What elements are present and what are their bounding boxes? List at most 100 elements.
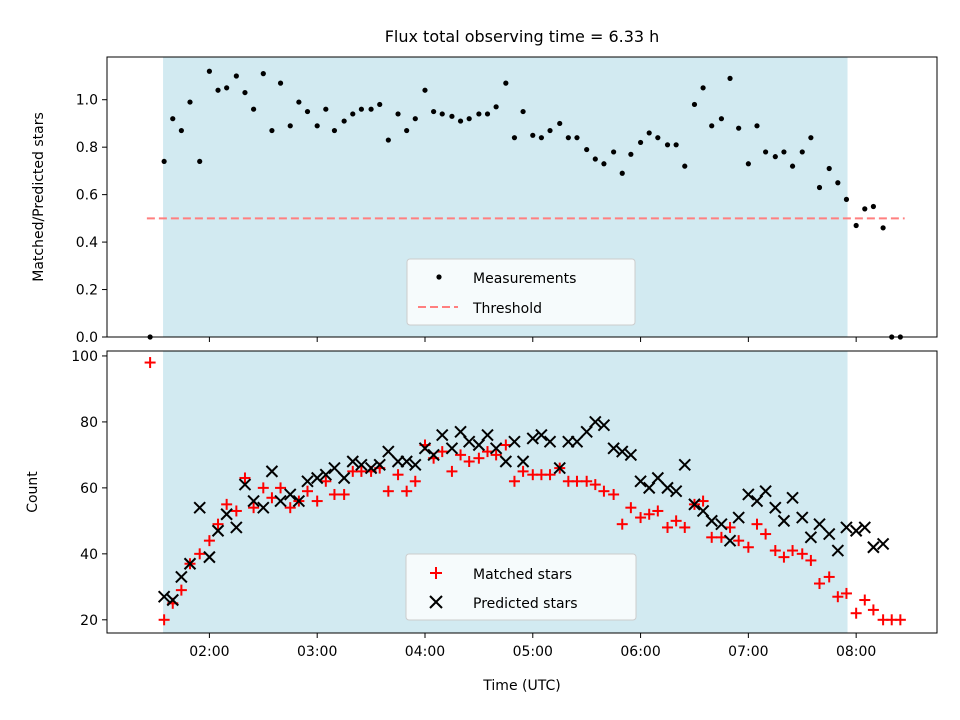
matched-star-point (508, 475, 520, 487)
predicted-star-point (499, 455, 513, 468)
measurement-point (431, 108, 437, 115)
measurement-point (691, 101, 698, 108)
predicted-star-point (364, 461, 378, 475)
predicted-star-point (418, 442, 432, 455)
matched-star-point (212, 518, 224, 530)
measurement-point (826, 165, 832, 172)
measurement-point (323, 106, 329, 112)
measurement-point (242, 89, 248, 96)
predicted-star-point (543, 435, 557, 448)
ratio-y-tick-label: 0.6 (76, 188, 98, 204)
matched-star-point (257, 482, 269, 494)
measurement-point (503, 80, 509, 86)
predicted-star-point (319, 468, 333, 481)
matched-star-point (436, 446, 448, 458)
predicted-star-point (257, 501, 270, 514)
legend-label-measurements: Measurements (473, 271, 576, 287)
matched-star-point (589, 479, 601, 491)
matched-star-point (706, 531, 718, 543)
matched-star-point (266, 492, 278, 504)
predicted-star-point (274, 494, 287, 508)
matched-star-point (850, 607, 862, 619)
measurement-point (449, 113, 455, 119)
matched-star-point (221, 498, 233, 510)
measurement-point (799, 149, 805, 155)
measurement-point (870, 203, 877, 210)
measurement-point (808, 135, 814, 141)
measurement-point (611, 149, 617, 155)
predicted-star-point (696, 504, 710, 518)
predicted-star-point (292, 494, 306, 508)
measurement-point (439, 111, 445, 117)
matched-star-point (175, 584, 187, 596)
predicted-star-point (715, 517, 728, 531)
matched-star-point (751, 518, 763, 530)
matched-star-point (239, 472, 251, 484)
count-y-tick-label: 20 (80, 613, 98, 629)
matched-star-point (796, 548, 808, 560)
matched-star-point (284, 502, 296, 514)
matched-star-point (409, 475, 421, 487)
matched-star-point (455, 449, 467, 461)
time-x-tick-label: 02:00 (189, 644, 229, 660)
predicted-star-point (166, 593, 179, 607)
predicted-star-point (831, 544, 845, 557)
measurement-point (493, 104, 499, 110)
measurement-point (853, 222, 859, 229)
matched-star-point (355, 465, 367, 477)
ratio-y-tick-label: 0.8 (76, 140, 98, 156)
measurement-point (628, 151, 634, 157)
predicted-star-point (400, 455, 413, 468)
measurement-point (880, 225, 886, 231)
measurement-point (530, 132, 536, 138)
predicted-star-point (508, 435, 521, 448)
matched-star-point (490, 449, 502, 461)
predicted-star-point (175, 570, 188, 584)
measurement-point (197, 158, 203, 165)
measurement-point (664, 142, 671, 148)
predicted-star-point (462, 435, 476, 448)
ratio-y-tick-label: 1.0 (76, 93, 98, 109)
measurement-point (862, 206, 868, 212)
predicted-star-point (813, 517, 826, 531)
measurement-point (547, 127, 553, 134)
time-x-tick-label: 06:00 (620, 644, 660, 660)
matched-star-point (724, 521, 736, 533)
predicted-star-point (651, 471, 665, 485)
matched-star-point (608, 488, 620, 500)
matched-star-point (742, 541, 754, 553)
predicted-star-point (796, 511, 809, 524)
measurement-point (763, 149, 769, 155)
matched-star-point (670, 515, 682, 527)
matched-star-point (401, 485, 413, 497)
measurement-point (147, 334, 153, 340)
measurement-point (520, 108, 526, 115)
predicted-star-point (616, 445, 629, 458)
matched-star-point (643, 508, 655, 520)
matched-star-point (814, 578, 826, 590)
predicted-star-point (804, 531, 818, 544)
predicted-star-point (840, 521, 853, 534)
matched-star-point (320, 475, 332, 487)
time-x-tick-label: 08:00 (836, 644, 876, 660)
matched-star-point (338, 488, 350, 500)
matched-star-point (625, 502, 637, 514)
legend-label-predicted: Predicted stars (473, 596, 578, 612)
measurement-point (700, 85, 706, 91)
measurement-point (781, 149, 787, 155)
time-x-tick-label: 07:00 (728, 644, 768, 660)
matched-star-point (382, 485, 394, 497)
measurement-point (484, 111, 491, 117)
predicted-star-point (454, 425, 467, 439)
matched-star-point (463, 455, 475, 467)
measurement-point (709, 123, 715, 129)
predicted-star-point (328, 461, 341, 475)
matched-star-point (544, 469, 556, 481)
matched-star-point (662, 521, 674, 533)
legend-marker-predicted (429, 595, 443, 609)
matched-star-point (581, 475, 593, 487)
matched-star-point (473, 452, 485, 464)
measurement-point (682, 163, 688, 169)
matched-star-point (840, 587, 852, 599)
predicted-star-point (769, 501, 782, 514)
